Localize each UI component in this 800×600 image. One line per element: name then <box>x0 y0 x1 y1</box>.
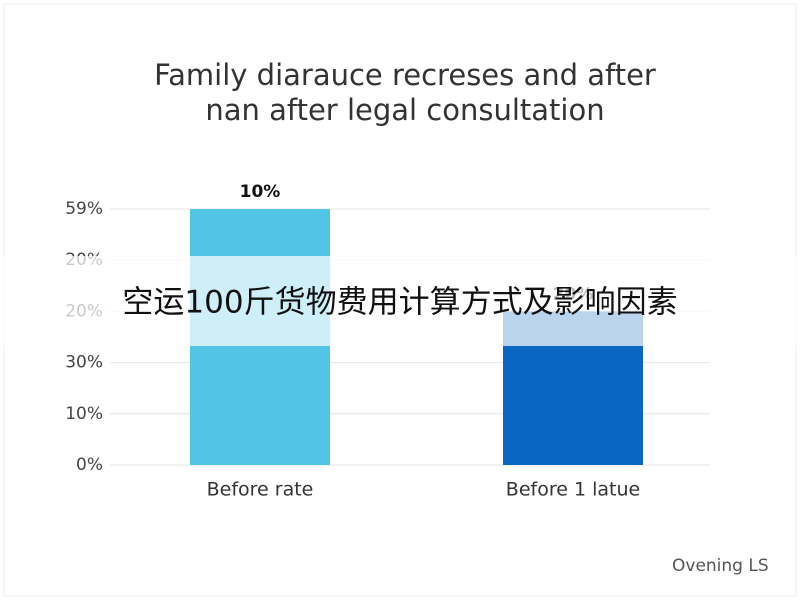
y-tick-label: 0% <box>76 455 103 475</box>
x-tick-label: Before 1 latue <box>506 479 640 501</box>
x-tick-label: Before rate <box>207 479 314 501</box>
data-label: 10% <box>240 182 281 202</box>
y-tick-label: 30% <box>65 353 103 373</box>
source-note: Ovening LS <box>672 556 769 576</box>
chart-title: nan after legal consultation <box>205 93 604 127</box>
chart-title: Family diarauce recreses and after <box>154 58 656 92</box>
y-tick-label: 59% <box>65 199 103 219</box>
overlay-banner <box>0 256 800 346</box>
y-tick-label: 10% <box>65 404 103 424</box>
overlay-text: 空运100斤货物费用计算方式及影响因素 <box>122 285 677 321</box>
